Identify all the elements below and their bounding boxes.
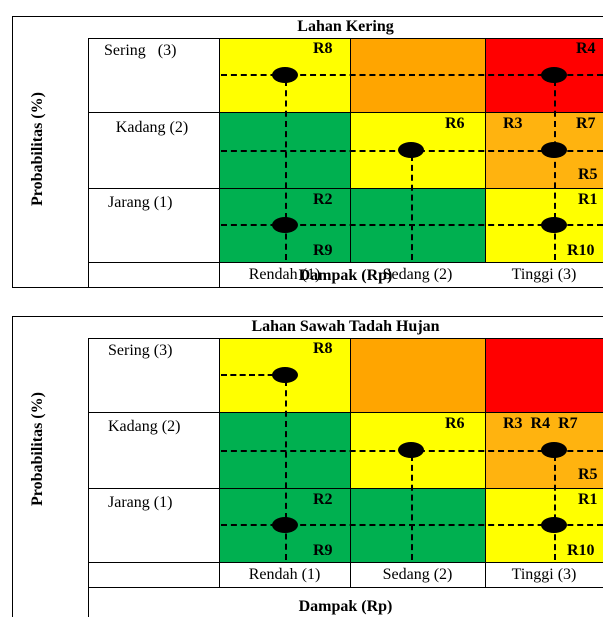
- risk-tag: R3: [503, 115, 523, 132]
- risk-tag: R9: [313, 242, 333, 259]
- risk-point: [272, 67, 298, 83]
- risk-tag: R7: [576, 115, 596, 132]
- risk-tag: R5: [578, 166, 598, 183]
- dashed-line: [411, 455, 413, 560]
- risk-point: [541, 517, 567, 533]
- dashed-line: [554, 80, 556, 260]
- risk-tag: R8: [313, 340, 333, 357]
- risk-tag: R1: [578, 191, 598, 208]
- y-axis-label: Probabilitas (%): [29, 392, 46, 506]
- risk-tag: R6: [445, 115, 465, 132]
- risk-point: [272, 517, 298, 533]
- col-label-tinggi: Tinggi (3): [511, 266, 577, 283]
- risk-point: [541, 442, 567, 458]
- x-axis-label: Dampak (Rp): [298, 267, 393, 284]
- risk-tag: R6: [445, 415, 465, 432]
- risk-tag: R2: [313, 491, 333, 508]
- x-axis-label: Dampak (Rp): [298, 598, 393, 615]
- cell-sering-tinggi: [485, 338, 603, 412]
- panel-title: Lahan Sawah Tadah Hujan: [251, 318, 440, 335]
- risk-tag: R10: [567, 542, 595, 559]
- risk-matrix-lahan-sawah-tadah-hujan: Lahan Sawah Tadah Hujan Probabilitas (%)…: [0, 316, 603, 617]
- dashed-line: [285, 80, 287, 260]
- risk-point: [541, 217, 567, 233]
- cell-sering-sedang: [350, 338, 485, 412]
- col-label-sedang: Sedang (2): [382, 566, 453, 583]
- risk-point: [398, 142, 424, 158]
- row-label-jarang: Jarang (1): [108, 494, 173, 511]
- risk-point: [541, 142, 567, 158]
- dashed-line: [554, 455, 556, 560]
- row-label-jarang: Jarang (1): [108, 194, 173, 211]
- dashed-line: [221, 74, 603, 76]
- risk-point: [541, 67, 567, 83]
- risk-tag: R10: [567, 242, 595, 259]
- risk-point: [272, 367, 298, 383]
- dashed-line: [221, 374, 283, 376]
- y-axis-label: Probabilitas (%): [29, 92, 46, 206]
- dashed-line: [411, 155, 413, 260]
- risk-tag: R9: [313, 542, 333, 559]
- risk-tag: R8: [313, 40, 333, 57]
- risk-tag: R4: [576, 40, 596, 57]
- panel-title: Lahan Kering: [297, 18, 394, 35]
- risk-tag: R5: [578, 466, 598, 483]
- col-label-rendah: Rendah (1): [248, 566, 321, 583]
- row-label-sering: Sering (3): [104, 42, 177, 59]
- risk-tag: R1: [578, 491, 598, 508]
- row-label-kadang: Kadang (2): [115, 119, 189, 136]
- risk-tag: R2: [313, 191, 333, 208]
- row-label-kadang: Kadang (2): [108, 418, 181, 435]
- col-label-rendah: Rendah (1): [248, 266, 321, 283]
- col-label-sedang: Sedang (2): [382, 266, 453, 283]
- risk-matrix-lahan-kering: Lahan Kering Probabilitas (%) Sering (3)…: [0, 0, 603, 290]
- risk-point: [272, 217, 298, 233]
- risk-point: [398, 442, 424, 458]
- row-label-sering: Sering (3): [108, 342, 173, 359]
- risk-tag: R3 R4 R7: [503, 415, 578, 432]
- col-label-tinggi: Tinggi (3): [511, 566, 577, 583]
- dashed-line: [285, 380, 287, 560]
